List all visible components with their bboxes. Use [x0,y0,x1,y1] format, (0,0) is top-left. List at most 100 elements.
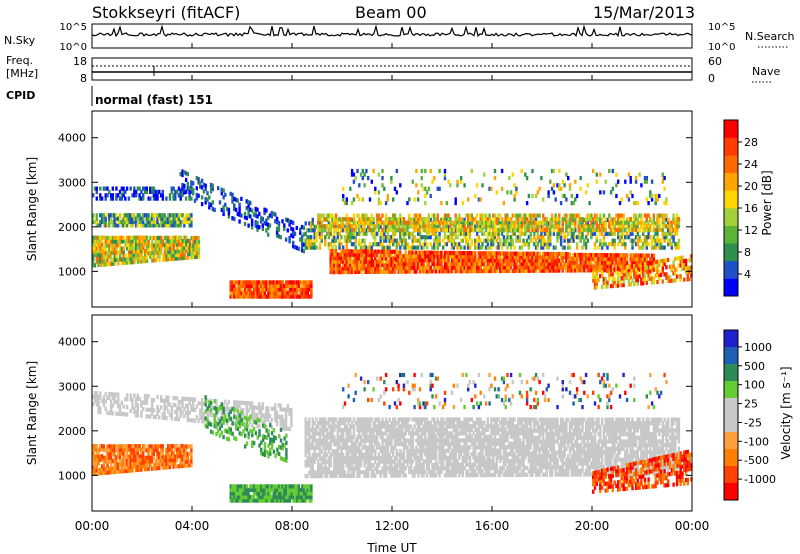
power-cell [649,193,652,199]
power-cell [592,224,595,229]
power-cell [390,249,393,254]
power-cell [97,252,100,257]
power-cell [349,221,352,226]
power-cell [477,197,481,202]
power-cell [384,228,388,233]
velocity-cell [118,411,122,416]
power-cell [152,189,156,194]
power-cell [620,224,623,229]
power-cell [234,280,238,285]
power-cell [618,253,622,258]
power-cell [468,258,472,263]
power-cell [161,239,165,244]
power-cell [545,231,548,236]
power-cell [185,235,188,240]
power-cell [393,263,397,268]
power-cell [260,294,263,299]
power-cell [192,181,195,186]
velocity-cell [158,444,161,449]
power-cell [538,268,541,273]
velocity-cell [95,447,98,452]
power-cell [647,227,650,232]
power-cell [279,283,283,288]
power-cell [488,217,491,222]
power-cell [488,268,491,274]
power-cell [313,235,316,240]
power-cell [308,221,311,226]
power-cell [433,269,436,274]
power-cell [118,243,122,248]
power-cell [597,277,600,282]
power-cell [127,249,131,254]
power-cell [306,245,309,250]
power-cell [433,254,436,259]
velocity-cell [150,401,154,406]
velocity-cell [117,396,120,401]
power-cell [324,224,327,229]
power-cell [567,220,570,225]
power-cell [322,213,325,218]
power-cell [513,213,516,218]
power-cell [276,294,279,299]
power-cell [488,258,491,263]
power-cell [549,268,552,273]
power-cell [624,269,627,274]
power-cell [122,189,125,194]
power-cell [600,227,604,232]
power-cell [609,272,613,277]
velocity-cell [113,466,116,471]
power-cell [106,186,109,191]
velocity-cell [113,469,116,475]
power-cell [567,231,570,236]
power-cell [138,235,141,240]
velocity-cell [211,413,214,418]
power-cell [354,269,357,275]
power-cell [584,235,588,240]
power-cell [109,213,113,218]
power-cell [370,213,373,218]
power-cell [179,242,183,247]
power-cell [327,235,331,240]
power-cell [238,294,241,299]
power-cell [131,213,134,218]
velocity-cell [184,396,188,401]
power-cell [481,254,484,259]
power-cell [236,198,239,203]
power-cell [636,274,639,279]
power-cell [495,217,498,222]
power-cell [375,231,379,236]
power-cell [629,257,632,262]
power-cell [392,217,395,222]
power-cell [499,254,502,260]
power-cell [575,245,579,250]
power-cell [543,255,547,260]
power-cell [188,252,192,257]
power-cell [172,235,175,240]
power-cell [120,219,123,225]
power-cell [343,201,347,206]
velocity-cell [190,418,193,423]
power-cell [413,217,416,222]
power-cell [147,216,150,221]
power-cell [165,235,168,240]
power-cell [600,253,604,258]
power-cell [275,226,279,231]
power-cell [567,252,570,257]
power-cell [144,255,147,260]
power-cell [104,219,107,225]
velocity-cell [256,424,259,429]
power-cell [663,245,666,250]
power-cell [261,291,265,296]
power-cell [568,252,572,257]
power-cell [172,223,175,228]
power-colorbar-tick: 16 [744,202,758,215]
power-cell [165,257,168,262]
power-cell [509,242,513,247]
velocity-cell [149,455,152,460]
power-cell [388,217,391,222]
velocity-cell [152,408,156,413]
power-cell [156,254,159,259]
power-cell [559,255,563,260]
power-cell [567,258,570,263]
power-cell [570,235,573,240]
